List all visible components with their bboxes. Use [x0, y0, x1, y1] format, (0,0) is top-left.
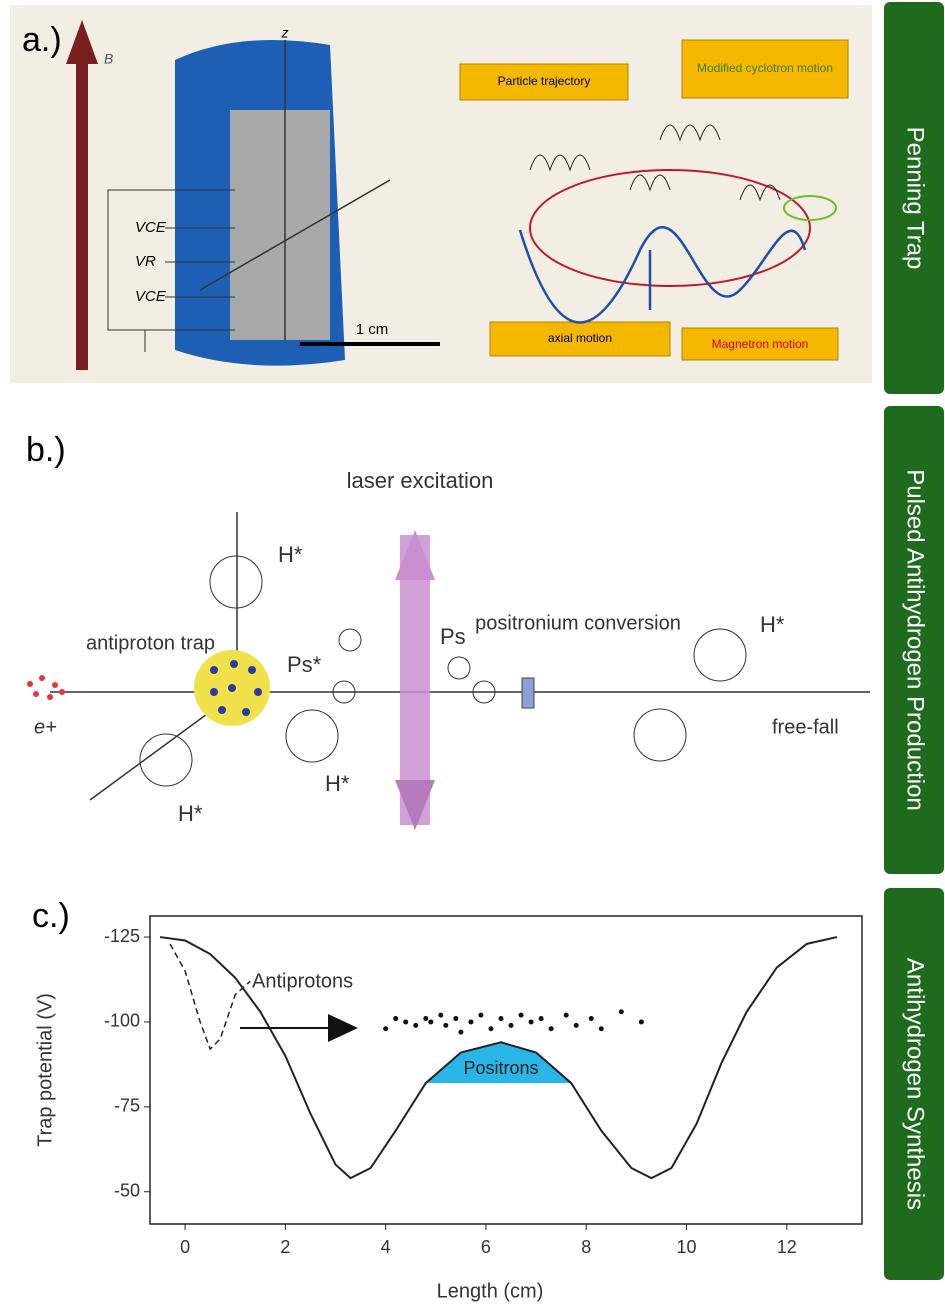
box-label: Modified cyclotron motion	[697, 61, 833, 75]
h-label: H*	[760, 612, 785, 637]
antiproton-dot	[438, 1013, 443, 1018]
antiproton-dot	[393, 1016, 398, 1021]
antiproton-dot	[468, 1019, 473, 1024]
antiproton-dot	[519, 1013, 524, 1018]
antiproton-dot	[498, 1016, 503, 1021]
x-tick-label: 0	[180, 1237, 190, 1257]
z-label: z	[281, 25, 289, 41]
antiproton-arrow-head	[328, 1014, 358, 1042]
side-label: Pulsed Antihydrogen Production	[902, 469, 929, 811]
x-tick-label: 12	[777, 1237, 797, 1257]
box-label: axial motion	[548, 331, 612, 345]
x-tick-label: 6	[481, 1237, 491, 1257]
laser-label: laser excitation	[347, 468, 494, 493]
x-tick-label: 4	[381, 1237, 391, 1257]
x-tick-label: 8	[581, 1237, 591, 1257]
antiproton-dot	[488, 1026, 493, 1031]
antiproton-label: Antiprotons	[252, 970, 353, 992]
converter	[522, 678, 534, 708]
antiproton-dot	[403, 1019, 408, 1024]
x-tick-label: 10	[676, 1237, 696, 1257]
side-label: Antihydrogen Synthesis	[902, 958, 929, 1210]
y-tick-label: -100	[104, 1011, 140, 1031]
antiproton-dot	[383, 1026, 388, 1031]
antiproton-dot	[564, 1013, 569, 1018]
positron-label: e+	[34, 716, 57, 738]
ps-label: Ps*	[287, 652, 322, 677]
antiproton-dot	[619, 1009, 624, 1014]
antiproton-dot	[639, 1019, 644, 1024]
figure: Penning Trap Pulsed Antihydrogen Product…	[0, 0, 945, 1308]
antiproton-dot	[443, 1023, 448, 1028]
h-label: H*	[178, 801, 203, 826]
antiproton-dot	[529, 1019, 534, 1024]
antiproton-dot	[478, 1013, 483, 1018]
antiproton-dot	[453, 1016, 458, 1021]
panel-label: a.)	[22, 21, 62, 59]
y-axis-title: Trap potential (V)	[34, 993, 56, 1147]
b-label: B	[104, 51, 113, 67]
h-label: H*	[325, 771, 350, 796]
positron-label: Positrons	[463, 1058, 538, 1078]
panel-label: b.)	[26, 431, 66, 469]
h-label: H*	[278, 542, 303, 567]
y-tick-label: -75	[114, 1096, 140, 1116]
antiproton-dot	[539, 1016, 544, 1021]
antiproton-dot	[549, 1026, 554, 1031]
antiproton-dot	[428, 1019, 433, 1024]
scale-label: 1 cm	[356, 321, 389, 338]
freefall-label: free-fall	[772, 716, 839, 738]
dashed-curve	[170, 944, 250, 1049]
x-axis-title: Length (cm)	[437, 1280, 544, 1302]
panel-label: c.)	[32, 897, 70, 935]
antiproton-dot	[589, 1016, 594, 1021]
antiproton-dot	[423, 1016, 428, 1021]
voltage-label: VCE	[135, 219, 167, 236]
voltage-label: VR	[135, 253, 156, 270]
positrons	[27, 675, 65, 700]
antiproton-dot	[599, 1026, 604, 1031]
antiproton-dot	[509, 1023, 514, 1028]
box-label: Particle trajectory	[498, 74, 591, 88]
x-tick-label: 2	[280, 1237, 290, 1257]
antiproton-dot	[458, 1030, 463, 1035]
conversion-label: positronium conversion	[475, 612, 681, 634]
y-tick-label: -125	[104, 926, 140, 946]
antiproton-dot	[574, 1023, 579, 1028]
side-label: Penning Trap	[902, 127, 929, 270]
box-label: Magnetron motion	[712, 337, 809, 351]
trap-label: antiproton trap	[86, 632, 215, 654]
voltage-label: VCE	[135, 288, 167, 305]
trap-inner	[230, 110, 330, 340]
ps-label: Ps	[440, 624, 466, 649]
y-tick-label: -50	[114, 1180, 140, 1200]
antiproton-dot	[413, 1023, 418, 1028]
